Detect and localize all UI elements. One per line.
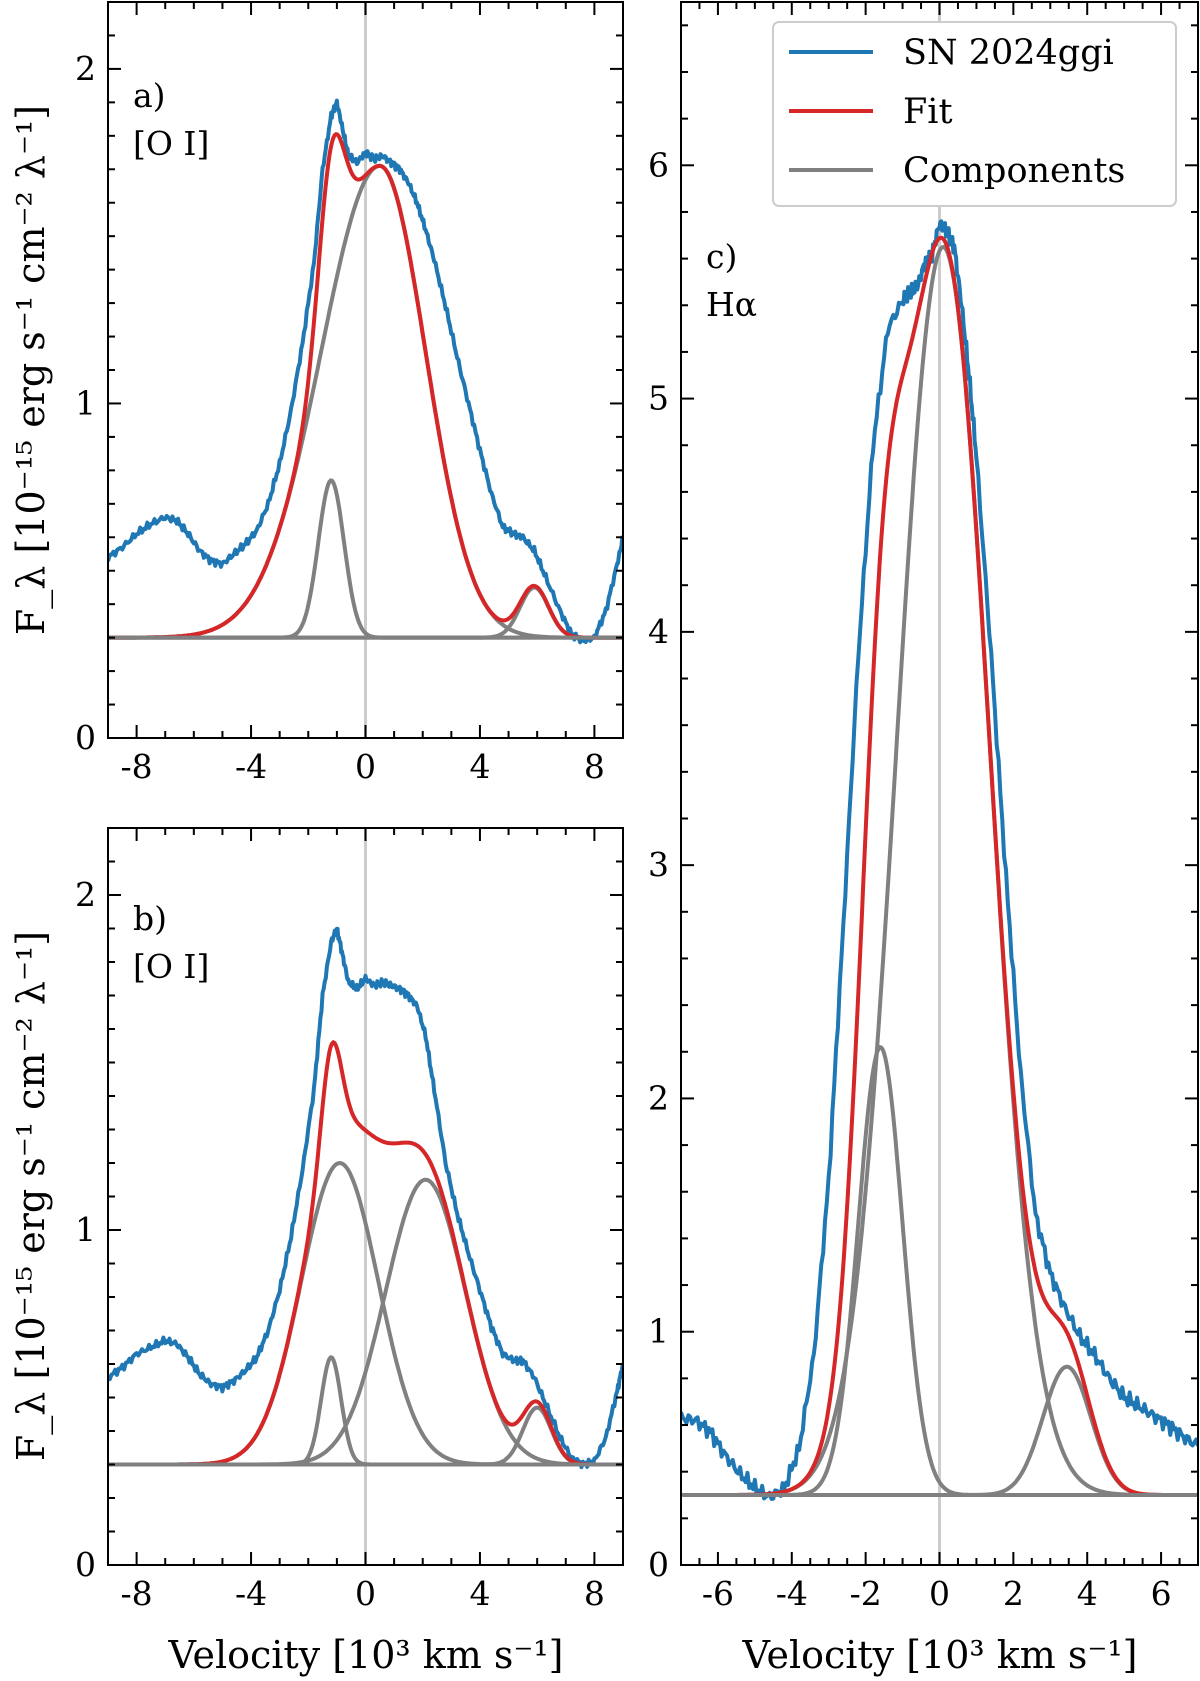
panel-a-ytick-label: 2	[75, 49, 96, 88]
panel-a-y-axis-label: F_λ [10⁻¹⁵ erg s⁻¹ cm⁻² λ⁻¹]	[9, 105, 54, 635]
panel-c-xtick-label: 2	[1003, 1574, 1024, 1613]
panel-b-xtick-label: -4	[235, 1574, 267, 1613]
panel-c-ytick-label: 2	[648, 1078, 669, 1117]
panel-c-xtick-label: 4	[1077, 1574, 1098, 1613]
panel-a-fit-curve	[108, 132, 623, 640]
panel-b-y-axis-label: F_λ [10⁻¹⁵ erg s⁻¹ cm⁻² λ⁻¹]	[9, 931, 54, 1461]
panel-a-ytick-label: 0	[75, 718, 96, 757]
legend-label-components: Components	[903, 151, 1125, 191]
panel-c-ytick-label: 4	[648, 612, 669, 651]
panel-c-frame	[680, 1, 1199, 1566]
panel-c-ticks: -6 -4 -2 0 2 4 6 0 1 2 3 4 5 6	[648, 2, 1199, 1613]
panel-c-ytick-label: 6	[648, 145, 669, 184]
panel-b-clip-group	[108, 828, 623, 1565]
panel-c-line-name: Hα	[706, 285, 757, 324]
panel-c-xtick-label: 6	[1151, 1574, 1172, 1613]
panel-a-observed-spectrum	[108, 98, 623, 645]
panel-c-label: c)	[706, 237, 737, 276]
panel-a-line-name: [O I]	[133, 124, 209, 163]
panel-a-label: a)	[133, 76, 166, 115]
panel-c-xtick-label: -4	[776, 1574, 808, 1613]
panel-b-oi-fit: -8 -4 0 4 8 0 1 2 b) [O I] F_λ [10⁻¹⁵ erg s⁻¹ c…	[9, 827, 624, 1677]
panel-c-ytick-label: 1	[648, 1312, 669, 1351]
panel-a-curves	[108, 2, 623, 738]
panel-b-ytick-label: 1	[75, 1210, 96, 1249]
panel-a-xtick-label: 0	[355, 747, 376, 786]
panel-b-curves	[108, 828, 623, 1565]
legend-label-observed: SN 2024ggi	[903, 33, 1114, 73]
panel-b-line-name: [O I]	[133, 947, 209, 986]
panel-c-halpha-fit: -6 -4 -2 0 2 4 6 0 1 2 3 4 5 6 c) Hα Velocity [10³ km…	[648, 1, 1199, 1677]
legend: SN 2024ggi Fit Components	[772, 21, 1177, 207]
panel-b-ticks: -8 -4 0 4 8 0 1 2	[75, 827, 624, 1613]
panel-b-xtick-label: 0	[355, 1574, 376, 1613]
panel-a-ticks: -8 -4 0 4 8 0 1 2	[75, 0, 624, 786]
panel-b-xtick-label: -8	[121, 1574, 153, 1613]
panel-c-xtick-label: -2	[850, 1574, 882, 1613]
panel-c-xtick-label: 0	[929, 1574, 950, 1613]
panel-b-ytick-label: 2	[75, 875, 96, 914]
panel-b-x-axis-label: Velocity [10³ km s⁻¹]	[168, 1633, 564, 1677]
panel-a-ytick-label: 1	[75, 383, 96, 422]
panel-a-xtick-label: -8	[121, 747, 153, 786]
panel-a-xtick-label: 4	[469, 747, 490, 786]
panel-b-xtick-label: 8	[584, 1574, 605, 1613]
panel-b-label: b)	[133, 899, 167, 938]
panel-b-xtick-label: 4	[469, 1574, 490, 1613]
panel-b-ytick-label: 0	[75, 1545, 96, 1584]
panel-c-curves	[681, 2, 1198, 1565]
panel-c-clip-group	[681, 2, 1198, 1565]
panel-a-frame	[107, 1, 624, 739]
panel-c-x-axis-label: Velocity [10³ km s⁻¹]	[742, 1633, 1138, 1677]
panel-b-frame	[107, 827, 624, 1566]
panel-b-observed-spectrum	[108, 926, 623, 1470]
panel-a-oi-fit: -8 -4 0 4 8 0 1 2 a) [O I] F_λ [10⁻¹⁵ erg s⁻¹ c…	[9, 0, 624, 786]
panel-c-xtick-label: -6	[702, 1574, 734, 1613]
legend-label-fit: Fit	[903, 92, 953, 132]
panel-a-xtick-label: 8	[584, 747, 605, 786]
panel-a-clip-group	[108, 2, 623, 738]
panel-c-ytick-label: 3	[648, 845, 669, 884]
panel-c-ytick-label: 5	[648, 379, 669, 418]
panel-a-xtick-label: -4	[235, 747, 267, 786]
legend-box	[772, 21, 1177, 207]
panel-c-ytick-label: 0	[648, 1545, 669, 1584]
